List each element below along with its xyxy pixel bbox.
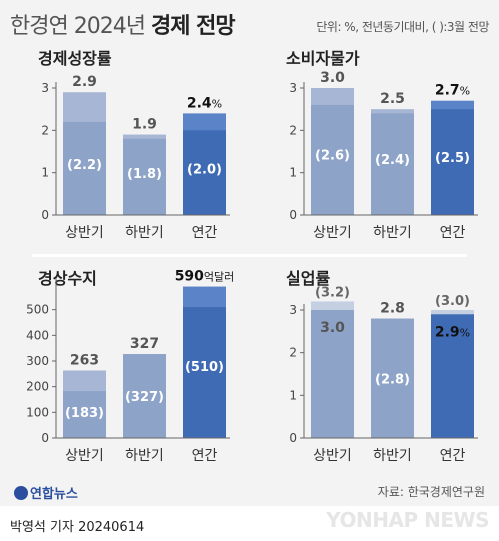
value-label: 2.8 (380, 301, 405, 317)
prev-forecast-bar (63, 391, 106, 438)
y-tick-label: 0 (41, 431, 49, 445)
value-label: 263 (70, 352, 99, 368)
prev-forecast-label: (510) (185, 360, 224, 375)
y-tick-label: 3 (41, 81, 49, 95)
y-tick-label: 0 (289, 431, 297, 445)
prev-forecast-label: (2.4) (375, 153, 410, 168)
value-label: 2.9 (72, 74, 97, 90)
y-tick-label: 0 (41, 208, 49, 222)
category-label: 상반기 (313, 225, 352, 241)
watermark: YONHAP NEWS (326, 508, 489, 532)
y-tick-label: 0 (289, 208, 297, 222)
unit-note: 단위: %, 전년동기대비, ( ):3월 전망 (316, 20, 489, 34)
section-divider (32, 254, 467, 257)
y-tick-label: 2 (41, 123, 49, 137)
category-label: 하반기 (373, 225, 412, 241)
value-bar (311, 310, 354, 438)
y-tick-label: 100 (26, 405, 49, 419)
prev-forecast-label: (2.2) (67, 158, 102, 173)
yonhap-logo-icon (14, 486, 28, 500)
prev-forecast-label: (3.2) (315, 285, 350, 300)
value-unit: % (460, 326, 470, 339)
prev-forecast-bar (123, 138, 166, 215)
value-label: 2.9% (435, 324, 470, 340)
y-tick-label: 3 (289, 81, 297, 95)
current-account-chart: 경상수지 0 100 200 300 400 500 263 (183) 상반기 327 (327) 하… (26, 269, 235, 464)
cpi-chart: 소비자물가 0 1 2 3 3.0 (2.6) 상반기 2.5 (2.4) 하반기 2.7% (2.5)… (286, 49, 478, 241)
prev-forecast-bar (371, 318, 414, 438)
prev-forecast-bar (63, 121, 106, 215)
value-unit: % (460, 85, 470, 98)
page-title: 한경연 2024년 경제 전망 (10, 8, 236, 40)
prev-forecast-bar (311, 104, 354, 215)
value-bar (431, 314, 474, 438)
prev-forecast-bar (431, 109, 474, 215)
prev-forecast-bar (371, 113, 414, 215)
prev-forecast-label: (1.8) (127, 167, 162, 182)
value-label: 3.0 (320, 320, 345, 336)
y-tick-label: 3 (289, 303, 297, 317)
value-label: 2.5 (380, 91, 405, 107)
category-label: 연간 (192, 448, 218, 464)
category-label: 연간 (192, 225, 218, 241)
prev-forecast-label: (183) (65, 406, 104, 421)
value-label: 2.4% (187, 95, 222, 111)
title-bold: 경제 전망 (150, 14, 236, 39)
footer: 박영석 기자 20240614 YONHAP NEWS (0, 506, 499, 541)
value-unit: % (212, 97, 222, 110)
prev-forecast-label: (2.0) (187, 162, 222, 177)
value-label: 2.7% (435, 83, 470, 99)
y-tick-label: 300 (26, 354, 49, 368)
category-label: 연간 (440, 225, 466, 241)
growth-chart: 경제성장률 0 1 2 3 2.9 (2.2) 상반기 1.9 (1.8) 하반기 2.4% (2.0)… (38, 49, 230, 241)
value-label: 327 (130, 336, 159, 352)
prev-forecast-label: (2.6) (315, 148, 350, 163)
prev-forecast-bar (183, 307, 226, 438)
prev-forecast-label: (2.5) (435, 151, 470, 166)
y-tick-label: 500 (26, 303, 49, 317)
category-label: 상반기 (65, 448, 104, 464)
chart-title: 경상수지 (38, 269, 97, 288)
logo-text: 연합뉴스 (30, 487, 78, 502)
prev-forecast-bar (123, 354, 166, 438)
chart-title: 실업률 (286, 269, 330, 288)
y-tick-label: 2 (289, 346, 297, 360)
y-tick-label: 1 (41, 166, 49, 180)
prev-forecast-label: (2.8) (375, 372, 410, 387)
source-note: 자료: 한국경제연구원 (377, 485, 485, 499)
reporter-credit: 박영석 기자 20240614 (10, 520, 145, 535)
prev-forecast-label: (327) (125, 390, 164, 405)
category-label: 하반기 (125, 225, 164, 241)
prev-forecast-label: (3.0) (435, 294, 470, 309)
value-label: 590억달러 (175, 269, 235, 285)
category-label: 상반기 (313, 448, 352, 464)
chart-title: 소비자물가 (286, 49, 360, 68)
title-light: 한경연 2024년 (10, 14, 146, 39)
category-label: 상반기 (65, 225, 104, 241)
y-tick-label: 400 (26, 328, 49, 342)
prev-forecast-bar (183, 130, 226, 215)
category-label: 하반기 (373, 448, 412, 464)
value-label: 1.9 (132, 117, 157, 133)
chart-title: 경제성장률 (38, 49, 112, 68)
unemployment-chart: 실업률 0 1 2 3 (3.2) 3.0 상반기 2.8 (2.8) 하반기 (3.0) 2.9% 연간 (286, 269, 478, 464)
y-tick-label: 200 (26, 380, 49, 394)
y-tick-label: 2 (289, 123, 297, 137)
value-unit: 억달러 (204, 271, 234, 284)
y-tick-label: 1 (289, 166, 297, 180)
category-label: 하반기 (125, 448, 164, 464)
yonhap-logo: 연합뉴스 (14, 483, 78, 502)
y-tick-label: 1 (289, 388, 297, 402)
value-label: 3.0 (320, 70, 345, 86)
category-label: 연간 (440, 448, 466, 464)
